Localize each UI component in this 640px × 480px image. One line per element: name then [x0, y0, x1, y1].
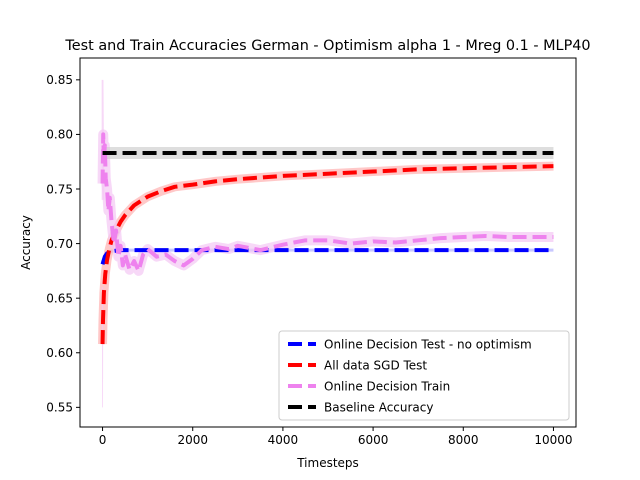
- series-line: [100, 248, 554, 265]
- y-tick-label: 0.85: [46, 73, 73, 87]
- series-line: [100, 164, 554, 345]
- y-tick-label: 0.65: [46, 291, 73, 305]
- x-tick-label: 2000: [177, 433, 208, 447]
- series-lines: [100, 132, 554, 345]
- legend-entry: Baseline Accuracy: [324, 401, 433, 415]
- x-tick-label: 0: [99, 433, 107, 447]
- chart-title: Test and Train Accuracies German - Optim…: [64, 38, 590, 54]
- x-tick-label: 6000: [358, 433, 389, 447]
- y-tick-label: 0.70: [46, 237, 73, 251]
- legend-entry: Online Decision Test - no optimism: [324, 338, 532, 352]
- legend: Online Decision Test - no optimism All da…: [278, 330, 570, 421]
- x-tick-label: 4000: [268, 433, 299, 447]
- series-line: [100, 132, 554, 273]
- y-tick-label: 0.55: [46, 401, 73, 415]
- x-axis: 0 2000 4000 6000 8000 10000: [99, 427, 573, 447]
- y-tick-label: 0.75: [46, 182, 73, 196]
- confidence-band: [101, 287, 104, 408]
- x-axis-label: Timesteps: [296, 456, 359, 470]
- x-tick-label: 10000: [534, 433, 572, 447]
- legend-box: [278, 330, 570, 421]
- plot-frame: [79, 57, 577, 428]
- y-axis-label: Accuracy: [19, 215, 33, 270]
- y-tick-label: 0.80: [46, 128, 73, 142]
- y-axis: 0.55 0.60 0.65 0.70 0.75 0.80 0.85: [46, 73, 80, 415]
- legend-entry: Online Decision Train: [324, 380, 450, 394]
- x-tick-label: 8000: [448, 433, 479, 447]
- y-tick-label: 0.60: [46, 346, 73, 360]
- legend-entry: All data SGD Test: [324, 359, 427, 373]
